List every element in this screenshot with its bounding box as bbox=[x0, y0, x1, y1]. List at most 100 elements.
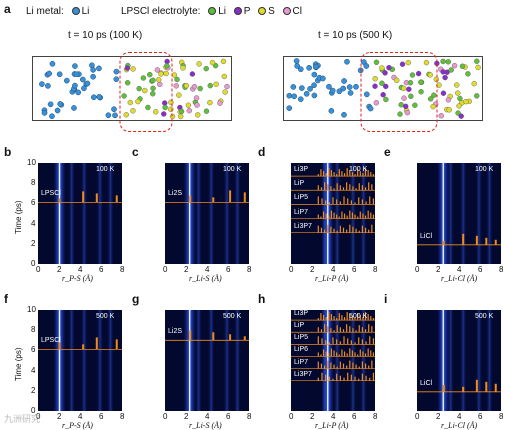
x-tick-label: 0 bbox=[163, 265, 168, 274]
reference-peak bbox=[370, 316, 372, 321]
reference-peak bbox=[333, 188, 335, 191]
electrolyte-atom bbox=[440, 69, 446, 75]
li-metal-atom bbox=[56, 71, 63, 78]
electrolyte-atom bbox=[427, 72, 433, 78]
y-tick-label: 8 bbox=[31, 325, 36, 335]
reference-peak bbox=[349, 184, 351, 191]
electrolyte-atom bbox=[135, 98, 141, 105]
density-band bbox=[107, 163, 114, 264]
phase-label: Li3P bbox=[294, 310, 309, 318]
electrolyte-atom bbox=[140, 75, 147, 81]
phase-label: LPSCl bbox=[41, 190, 61, 198]
reference-peak bbox=[336, 174, 338, 177]
cl-dot-icon bbox=[282, 6, 291, 15]
electrolyte-atom bbox=[155, 77, 162, 83]
electrolyte-atom bbox=[380, 92, 386, 98]
reference-peak bbox=[336, 214, 338, 219]
reference-peak bbox=[475, 235, 478, 245]
electrolyte-atom bbox=[162, 104, 168, 111]
li-metal-atom bbox=[363, 63, 370, 69]
reference-peak bbox=[320, 169, 322, 177]
li-metal-atom bbox=[54, 107, 61, 114]
phase-label: LPSCl bbox=[41, 337, 61, 345]
x-tick-label: 0 bbox=[289, 412, 294, 421]
reference-peak bbox=[361, 185, 363, 191]
reference-peak bbox=[372, 174, 375, 177]
reference-peak bbox=[322, 315, 325, 321]
reference-peak bbox=[229, 334, 232, 341]
li-metal-atom bbox=[111, 106, 117, 113]
electrolyte-atom bbox=[455, 90, 461, 96]
reference-peak bbox=[336, 339, 338, 345]
density-band bbox=[68, 163, 75, 264]
density-band bbox=[96, 163, 103, 264]
phase-label: LiP7 bbox=[294, 358, 309, 366]
electrolyte-atom bbox=[459, 63, 466, 69]
reference-peak bbox=[371, 224, 373, 233]
reference-peak bbox=[342, 227, 345, 233]
reference-peak bbox=[354, 352, 356, 357]
heatmap-c bbox=[165, 163, 249, 264]
reference-peak bbox=[358, 183, 360, 191]
electrolyte-atom bbox=[372, 75, 378, 82]
reference-peak bbox=[336, 183, 338, 191]
reference-peak bbox=[355, 228, 357, 233]
electrolyte-atom bbox=[400, 85, 407, 92]
reference-peak bbox=[317, 352, 319, 357]
left-sim-title: t = 10 ps (100 K) bbox=[68, 30, 143, 41]
reference-peak bbox=[343, 317, 346, 321]
li-metal-atom bbox=[311, 71, 318, 78]
electrolyte-atom bbox=[150, 77, 156, 84]
reference-peak bbox=[367, 348, 369, 357]
reference-peak bbox=[95, 337, 98, 350]
reference-peak bbox=[354, 202, 356, 205]
reference-peak bbox=[336, 373, 338, 381]
y-tick-label: 0 bbox=[31, 406, 36, 415]
electrolyte-atom bbox=[445, 59, 451, 65]
reference-peak bbox=[365, 341, 367, 345]
li-metal-atom bbox=[297, 66, 304, 73]
electrolyte-atom bbox=[428, 96, 434, 102]
reference-peak bbox=[358, 325, 360, 333]
electrolyte-atom bbox=[418, 89, 424, 95]
x-axis-label: r_Li-S (Å) bbox=[189, 421, 222, 430]
reference-peak bbox=[351, 172, 354, 177]
density-band bbox=[234, 163, 241, 264]
li-metal-atom bbox=[90, 66, 96, 73]
reference-peak bbox=[333, 316, 335, 321]
li-metal-atom bbox=[46, 70, 53, 77]
temperature-label: 500 K bbox=[223, 313, 242, 320]
reference-peak bbox=[330, 362, 332, 369]
reference-peak bbox=[327, 326, 329, 333]
electrolyte-atom bbox=[471, 80, 477, 87]
reference-peak bbox=[58, 198, 61, 203]
reference-peak bbox=[317, 318, 319, 321]
li-metal-atom bbox=[71, 105, 77, 111]
reference-peak bbox=[332, 197, 334, 205]
reference-peak bbox=[485, 237, 488, 245]
reference-peak bbox=[243, 336, 246, 341]
electrolyte-atom bbox=[153, 109, 159, 115]
li-metal-atom bbox=[81, 85, 87, 92]
x-tick-label: 6 bbox=[478, 265, 483, 274]
li-metal-atom bbox=[57, 101, 64, 107]
phase-label: Li3P7 bbox=[294, 222, 312, 230]
reference-peak bbox=[322, 211, 325, 219]
x-tick-label: 8 bbox=[499, 412, 504, 421]
electrolyte-atom bbox=[379, 80, 385, 86]
electrolyte-atom bbox=[127, 99, 134, 106]
reference-peak bbox=[370, 212, 372, 219]
electrolyte-atom bbox=[409, 72, 416, 78]
li-dot-icon bbox=[208, 6, 217, 15]
electrolyte-atom bbox=[209, 59, 216, 66]
temperature-label: 500 K bbox=[475, 313, 494, 320]
electrolyte-atom bbox=[474, 93, 480, 99]
panel-letter-f: f bbox=[4, 292, 8, 306]
reference-peak bbox=[333, 212, 335, 219]
x-axis-label: r_Li-S (Å) bbox=[189, 274, 222, 283]
reference-peak bbox=[359, 315, 361, 321]
s-dot-icon bbox=[258, 6, 267, 15]
reference-peak bbox=[333, 228, 335, 233]
reference-peak bbox=[351, 350, 354, 357]
reference-peak bbox=[359, 349, 361, 357]
